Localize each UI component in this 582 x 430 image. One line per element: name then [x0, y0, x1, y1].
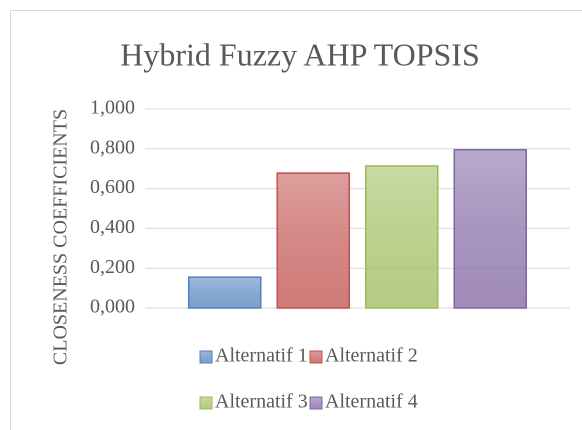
y-tick-label: 0,800 — [90, 136, 135, 158]
legend-label: Alternatif 1 — [215, 345, 308, 367]
bar — [276, 172, 350, 309]
legend-label: Alternatif 2 — [325, 345, 418, 367]
y-tick-label: 0,000 — [90, 296, 135, 318]
y-tick-label: 0,400 — [90, 216, 135, 238]
y-tick-label: 0,200 — [90, 256, 135, 278]
bar — [365, 165, 439, 309]
y-axis-label: CLOSENESS COEFFICIENTS — [50, 109, 72, 365]
legend-swatch — [309, 350, 323, 364]
legend-swatch — [199, 350, 213, 364]
legend-swatch — [199, 396, 213, 410]
bar — [453, 149, 527, 309]
legend-swatch — [309, 396, 323, 410]
legend-label: Alternatif 4 — [325, 391, 418, 413]
y-tick-label: 0,600 — [90, 176, 135, 198]
chart-title: Hybrid Fuzzy AHP TOPSIS — [120, 36, 479, 72]
bar — [188, 276, 262, 309]
legend-label: Alternatif 3 — [215, 391, 308, 413]
y-tick-label: 1,000 — [90, 97, 135, 119]
